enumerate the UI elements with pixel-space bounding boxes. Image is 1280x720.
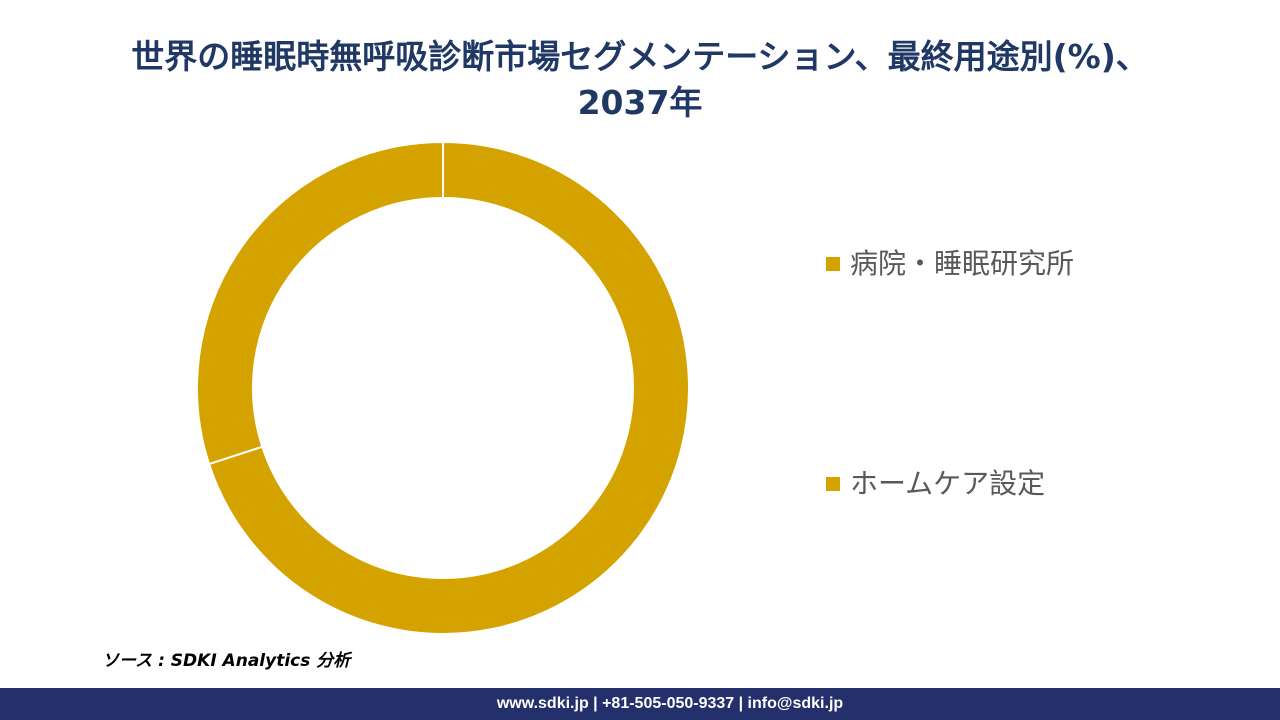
legend-label: ホームケア設定 — [850, 467, 1046, 500]
chart-title-line2: 2037年 — [577, 83, 703, 122]
donut-slice-1 — [207, 140, 690, 635]
chart-title: 世界の睡眠時無呼吸診断市場セグメンテーション、最終用途別(%)、 2037年 — [60, 34, 1220, 126]
legend-label: 病院・睡眠研究所 — [850, 247, 1075, 280]
legend-item-1: 病院・睡眠研究所 — [826, 244, 1074, 284]
legend-swatch — [826, 257, 840, 271]
donut-slice-2 — [196, 140, 444, 466]
chart-title-line1: 世界の睡眠時無呼吸診断市場セグメンテーション、最終用途別(%)、 — [131, 37, 1149, 76]
source-note: ソース : SDKI Analytics 分析 — [102, 651, 351, 671]
footer-contact: www.sdki.jp | +81-505-050-9337 | info@sd… — [496, 695, 844, 712]
footer-bar: www.sdki.jp | +81-505-050-9337 | info@sd… — [0, 688, 1280, 720]
legend-item-2: ホームケア設定 — [826, 464, 1045, 504]
legend-swatch — [826, 477, 840, 491]
